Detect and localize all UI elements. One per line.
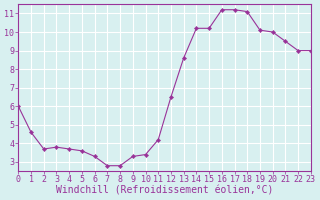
X-axis label: Windchill (Refroidissement éolien,°C): Windchill (Refroidissement éolien,°C): [56, 186, 273, 196]
